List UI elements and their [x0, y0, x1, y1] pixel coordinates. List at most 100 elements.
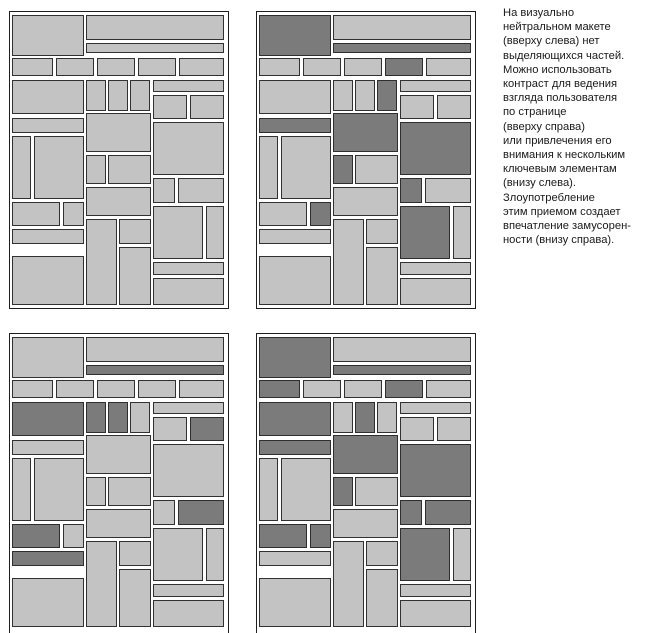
layout-block-light — [190, 95, 224, 119]
layout-block-light — [153, 417, 187, 441]
layout-block-light — [12, 578, 84, 627]
layout-block-light — [425, 178, 471, 203]
layout-block-light — [437, 95, 471, 119]
layout-block-light — [153, 122, 224, 175]
layout-block-light — [153, 95, 187, 119]
layout-block-light — [97, 58, 135, 76]
layout-block-light — [281, 136, 331, 199]
layout-block-light — [86, 477, 106, 506]
layout-block-light — [153, 206, 203, 259]
layout-block-dark — [385, 58, 423, 76]
caption-line: впечатление замусорен- — [503, 220, 631, 233]
layout-block-light — [12, 58, 53, 76]
layout-block-light — [138, 58, 176, 76]
caption-line: по странице — [503, 106, 567, 119]
layout-block-light — [63, 202, 84, 226]
layout-block-light — [153, 584, 224, 597]
layout-block-light — [259, 136, 278, 199]
layout-block-dark — [310, 524, 331, 548]
layout-block-light — [426, 380, 471, 398]
layout-block-dark — [12, 402, 84, 436]
layout-block-light — [355, 155, 398, 184]
layout-block-light — [86, 43, 224, 53]
layout-block-light — [119, 569, 151, 627]
layout-block-light — [86, 435, 151, 474]
layout-block-light — [400, 600, 471, 627]
layout-block-light — [333, 541, 364, 627]
layout-block-light — [130, 402, 150, 433]
layout-block-light — [178, 178, 224, 203]
layout-block-light — [355, 80, 375, 111]
layout-block-light — [333, 219, 364, 305]
layout-block-dark — [400, 528, 450, 581]
layout-block-light — [86, 113, 151, 152]
layout-block-light — [153, 402, 224, 414]
layout-block-light — [153, 80, 224, 92]
layout-block-dark — [333, 477, 353, 506]
layout-block-light — [333, 187, 398, 216]
layout-block-dark — [425, 500, 471, 525]
caption-line: взгляда пользователя — [503, 92, 618, 105]
layout-block-light — [366, 247, 398, 305]
layout-block-light — [377, 402, 397, 433]
layout-block-dark — [333, 113, 398, 152]
layout-block-light — [12, 202, 60, 226]
caption-line: внимания к нескольким — [503, 149, 626, 162]
caption-line: или привлечения его — [503, 134, 612, 147]
layout-block-light — [153, 262, 224, 275]
layout-block-dark — [86, 365, 224, 375]
layout-block-light — [153, 278, 224, 305]
layout-block-light — [153, 444, 224, 497]
layout-block-light — [206, 528, 224, 581]
layout-block-dark — [310, 202, 331, 226]
layout-block-light — [153, 500, 175, 525]
layout-block-light — [86, 155, 106, 184]
layout-block-light — [400, 80, 471, 92]
caption-line: ключевым элементам — [503, 163, 617, 176]
layout-block-light — [12, 15, 84, 56]
layout-block-light — [86, 187, 151, 216]
layout-block-light — [56, 380, 94, 398]
layout-block-dark — [12, 524, 60, 548]
layout-block-dark — [12, 551, 84, 566]
layout-block-light — [366, 219, 398, 244]
panel-bottom-right — [256, 333, 476, 633]
layout-block-dark — [190, 417, 224, 441]
layout-block-light — [333, 509, 398, 538]
layout-block-light — [119, 247, 151, 305]
layout-block-light — [453, 528, 471, 581]
layout-block-light — [12, 380, 53, 398]
layout-block-light — [259, 256, 331, 305]
layout-block-light — [12, 458, 31, 521]
layout-block-light — [333, 402, 353, 433]
layout-block-light — [344, 380, 382, 398]
layout-block-light — [437, 417, 471, 441]
layout-block-light — [12, 136, 31, 199]
layout-block-dark — [333, 435, 398, 474]
caption-line: (внизу слева). — [503, 177, 577, 190]
caption-line: Злоупотребление — [503, 191, 595, 204]
layout-block-light — [138, 380, 176, 398]
layout-block-light — [153, 600, 224, 627]
caption-line: Можно использовать — [503, 63, 612, 76]
layout-block-dark — [259, 380, 300, 398]
layout-block-dark — [400, 178, 422, 203]
layout-block-light — [400, 262, 471, 275]
layout-block-dark — [400, 122, 471, 175]
layout-block-light — [12, 229, 84, 244]
layout-block-light — [281, 458, 331, 521]
layout-block-light — [400, 417, 434, 441]
layout-block-light — [130, 80, 150, 111]
layout-block-light — [400, 584, 471, 597]
layout-block-light — [453, 206, 471, 259]
layout-block-light — [259, 80, 331, 114]
caption-line: На визуально — [503, 7, 575, 19]
layout-block-dark — [259, 524, 307, 548]
layout-block-dark — [333, 43, 471, 53]
layout-block-dark — [400, 444, 471, 497]
layout-block-light — [259, 58, 300, 76]
caption-line: (вверху слева) нет — [503, 35, 600, 48]
layout-block-light — [56, 58, 94, 76]
layout-block-light — [108, 477, 151, 506]
